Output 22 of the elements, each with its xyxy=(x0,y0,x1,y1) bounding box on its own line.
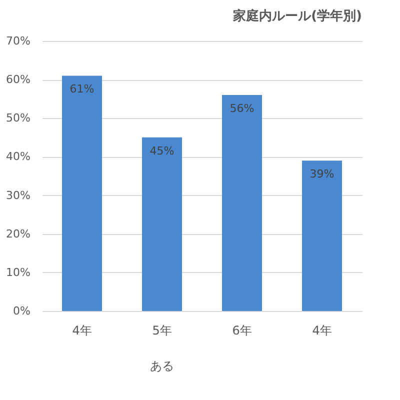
x-tick-label: 6年 xyxy=(232,324,252,338)
y-tick-label: 60% xyxy=(6,73,30,86)
data-label: 61% xyxy=(70,82,94,96)
chart-title: 家庭内ルール(学年別) xyxy=(232,8,362,24)
y-tick-label: 10% xyxy=(6,266,30,279)
x-tick-label: 5年 xyxy=(152,324,172,338)
y-tick-label: 70% xyxy=(6,34,30,48)
text: ある xyxy=(150,359,174,373)
x-tick-label: 4年 xyxy=(72,324,92,338)
data-label: 45% xyxy=(150,144,174,158)
y-tick-label: 30% xyxy=(6,188,30,202)
y-tick-label: 20% xyxy=(6,227,30,240)
y-tick-label: 40% xyxy=(6,150,30,164)
data-label: 56% xyxy=(230,102,254,115)
y-tick-label: 50% xyxy=(6,112,30,125)
bar xyxy=(222,95,262,311)
bar xyxy=(62,76,102,311)
x-tick-label: 4年 xyxy=(312,324,332,338)
y-tick-label: 0% xyxy=(13,304,30,318)
data-label: 39% xyxy=(310,168,334,181)
bar xyxy=(302,160,342,311)
bar xyxy=(142,137,182,311)
